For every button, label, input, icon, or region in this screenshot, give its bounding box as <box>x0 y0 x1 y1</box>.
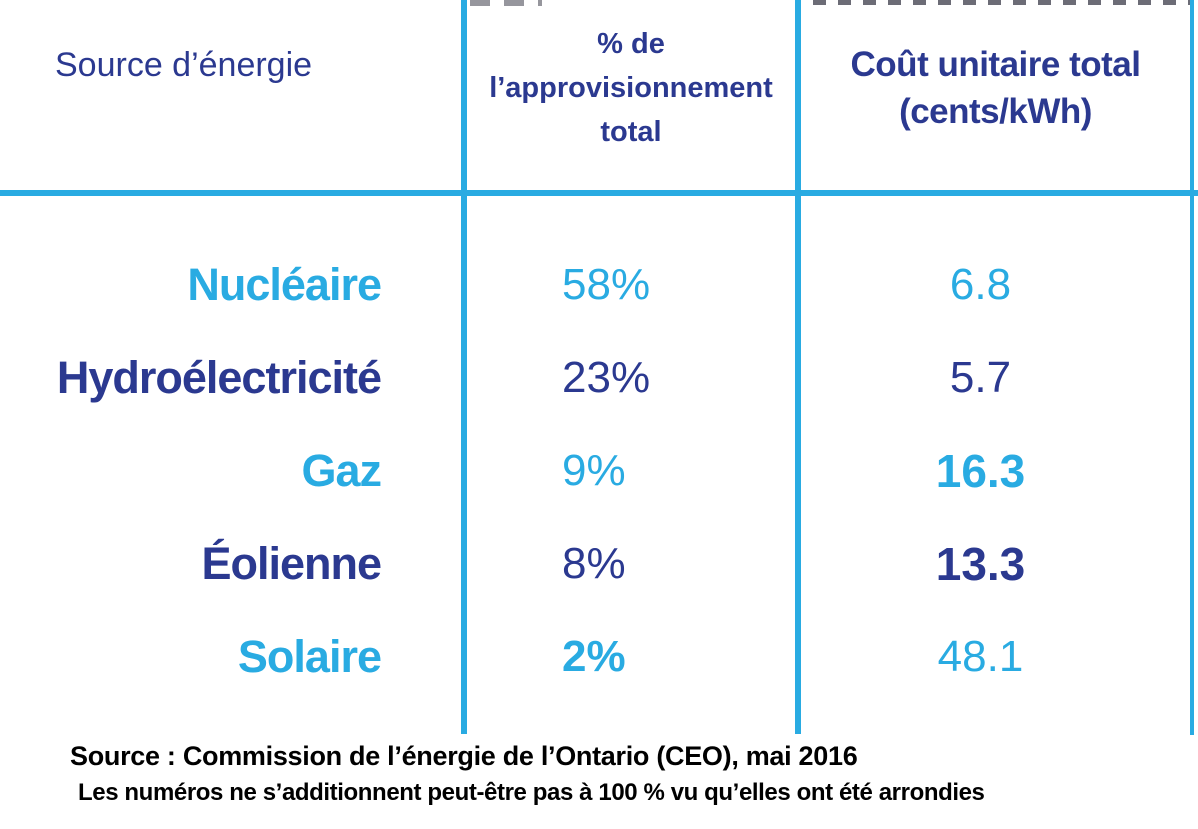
source-note: Source : Commission de l’énergie de l’On… <box>70 741 985 807</box>
cost-value: 5.7 <box>949 352 1012 402</box>
source-note-line1: Source : Commission de l’énergie de l’On… <box>70 741 858 771</box>
share-value: 9% <box>562 445 626 495</box>
row-label: Gaz <box>301 444 382 496</box>
table-right-border <box>1190 0 1194 735</box>
cost-value: 48.1 <box>937 631 1024 681</box>
column-header-cost-line2: (cents/kWh) <box>899 92 1092 131</box>
column-header-share-line1: % de <box>597 28 665 60</box>
share-value: 58% <box>562 259 651 309</box>
column-header-source-label: Source d’énergie <box>55 46 313 84</box>
share-value: 23% <box>562 352 651 402</box>
table-row-gaz: Gaz 9% 16.3 <box>0 424 1198 517</box>
column-header-share: % de l’approvisionnement total <box>467 22 795 154</box>
column-header-cost: Coût unitaire total (cents/kWh) <box>801 41 1190 135</box>
cost-value: 16.3 <box>935 444 1026 497</box>
cost-value: 13.3 <box>935 537 1026 590</box>
share-value: 2% <box>562 631 626 681</box>
cropped-text-artifact-left <box>470 0 542 6</box>
column-header-cost-line1: Coût unitaire total <box>850 45 1141 84</box>
table-row-eolienne: Éolienne 8% 13.3 <box>0 517 1198 610</box>
table-row-nucleaire: Nucléaire 58% 6.8 <box>0 238 1198 331</box>
cost-value: 6.8 <box>949 259 1012 309</box>
row-label: Éolienne <box>201 537 382 589</box>
column-divider-2 <box>795 0 801 734</box>
column-divider-1 <box>461 0 467 734</box>
cropped-text-artifact-right <box>813 0 1190 5</box>
table-row-hydroelectricite: Hydroélectricité 23% 5.7 <box>0 331 1198 424</box>
row-label: Solaire <box>237 630 382 682</box>
share-value: 8% <box>562 538 626 588</box>
row-label: Nucléaire <box>187 258 382 310</box>
column-header-source: Source d’énergie <box>55 45 312 85</box>
column-header-share-line3: total <box>600 116 662 148</box>
row-label: Hydroélectricité <box>56 351 382 403</box>
source-note-line2: Les numéros ne s’additionnent peut-être … <box>78 779 985 806</box>
table-row-solaire: Solaire 2% 48.1 <box>0 610 1198 703</box>
column-header-share-line2: l’approvisionnement <box>489 72 773 104</box>
header-divider-line <box>0 190 1198 196</box>
table-body: Nucléaire 58% 6.8 Hydroélectricité 23% 5… <box>0 197 1198 703</box>
